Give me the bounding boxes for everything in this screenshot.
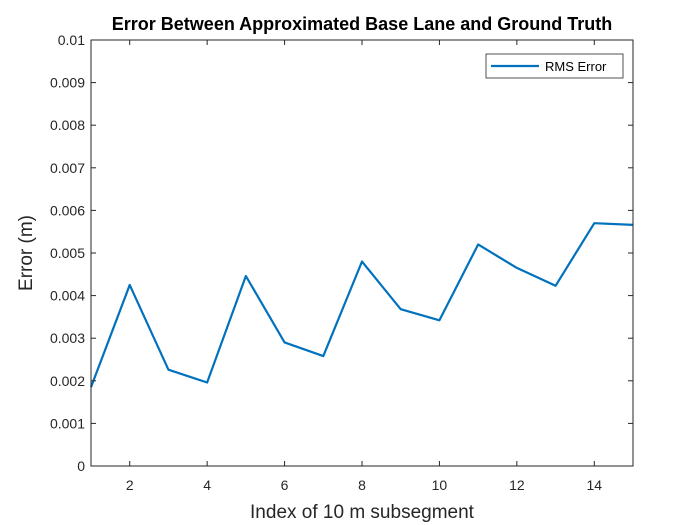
x-axis-label: Index of 10 m subsegment — [250, 502, 475, 523]
y-tick-label: 0.004 — [50, 288, 85, 304]
x-tick-label: 14 — [586, 477, 602, 493]
y-tick-label: 0.009 — [50, 75, 85, 91]
legend-box — [485, 53, 624, 79]
y-tick-label: 0.007 — [50, 160, 85, 176]
y-tick-label: 0.006 — [50, 202, 85, 218]
series-layer — [89, 222, 634, 388]
x-tick-label: 10 — [432, 477, 448, 493]
x-tick-label: 12 — [509, 477, 525, 493]
y-axis-ticks: 0 0.001 0.002 0.003 0.004 0.005 0.006 0.007 0.00… — [50, 32, 633, 474]
chart-title: Error Between Approximated Base Lane and… — [112, 14, 612, 34]
x-tick-label: 4 — [203, 477, 211, 493]
y-tick-label: 0.003 — [50, 330, 85, 346]
x-tick-label: 8 — [358, 477, 366, 493]
x-tick-label: 6 — [281, 477, 289, 493]
y-tick-label: 0.001 — [50, 415, 85, 431]
series-line-rms-error — [89, 222, 634, 388]
y-axis-label: Error (m) — [16, 215, 37, 291]
x-tick-label: 2 — [126, 477, 134, 493]
y-tick-label: 0 — [77, 458, 85, 474]
y-tick-label: 0.005 — [50, 245, 85, 261]
legend: RMS Error — [485, 53, 624, 79]
plot-area — [91, 40, 633, 466]
y-tick-label: 0.008 — [50, 117, 85, 133]
y-tick-label: 0.01 — [58, 32, 85, 48]
legend-label-rms-error: RMS Error — [545, 59, 607, 74]
x-axis-ticks: 2 4 6 8 10 12 14 — [126, 40, 602, 493]
y-tick-label: 0.002 — [50, 373, 85, 389]
